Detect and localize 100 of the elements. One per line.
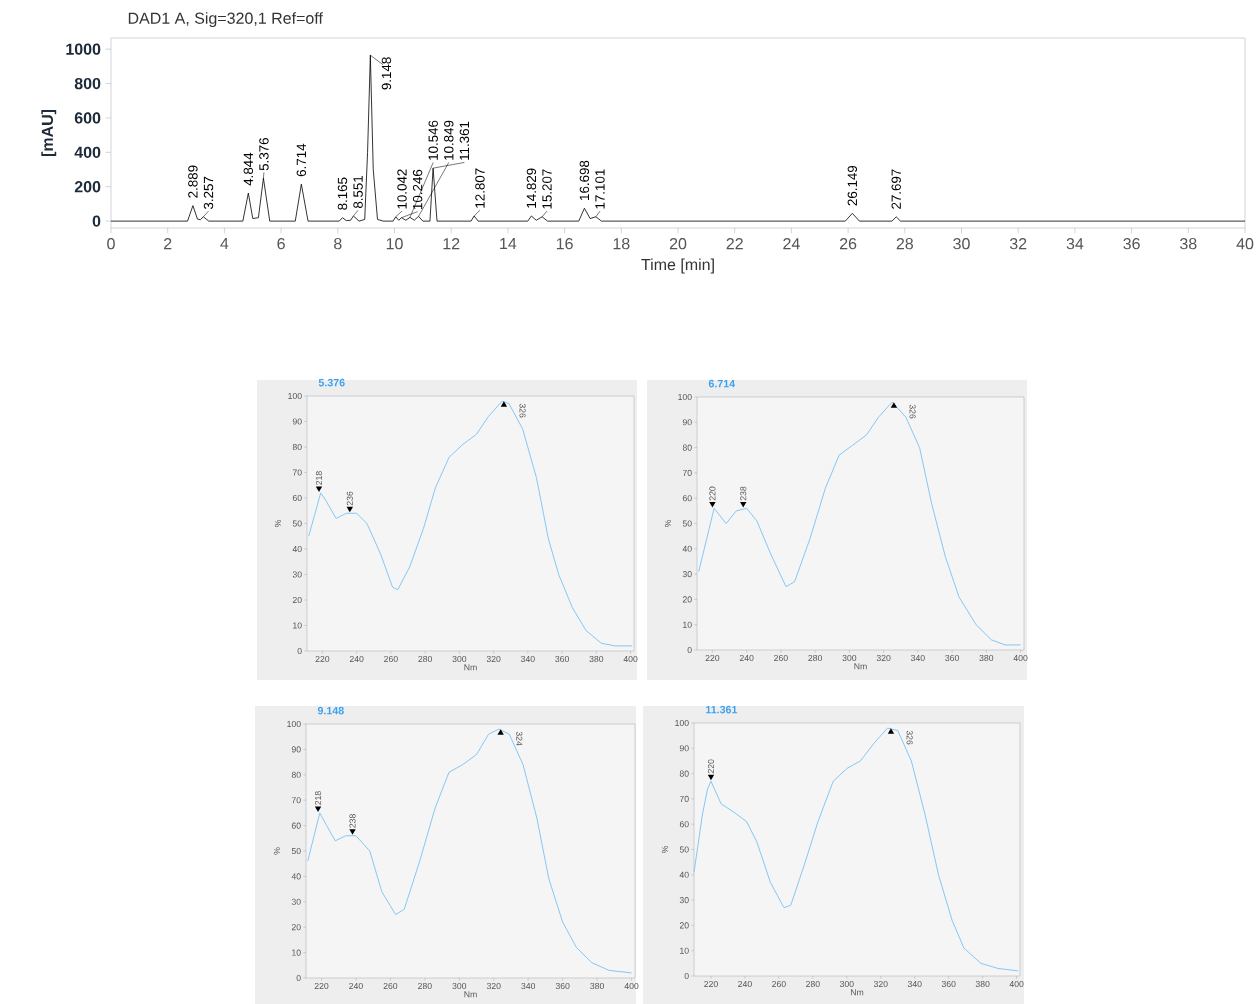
y-axis-title: % xyxy=(274,519,281,528)
annotation: 220 xyxy=(709,486,716,501)
x-tick-label: 34 xyxy=(1066,238,1084,250)
x-tick-label: 12 xyxy=(443,238,460,250)
y-tick-label: 90 xyxy=(291,746,301,753)
y-tick-label: 80 xyxy=(292,443,302,451)
y-tick-label: 50 xyxy=(682,520,692,527)
x-tick-label: 320 xyxy=(486,655,501,663)
y-tick-label: 0 xyxy=(92,215,101,227)
x-tick-label: 220 xyxy=(314,982,329,990)
x-tick-label: 300 xyxy=(842,654,857,662)
x-tick-label: 240 xyxy=(739,654,754,662)
x-tick-label: 18 xyxy=(613,238,630,250)
x-tick-label: 320 xyxy=(876,654,891,662)
y-tick-label: 20 xyxy=(682,596,692,603)
x-axis-title: Time [min] xyxy=(641,258,714,274)
x-axis-title: Nm xyxy=(464,664,477,671)
x-tick-label: 36 xyxy=(1123,238,1140,250)
annotation: 238 xyxy=(740,486,747,501)
x-tick-label: 4 xyxy=(220,238,229,250)
annotation: 324 xyxy=(516,731,523,746)
annotation: 10.042 xyxy=(397,169,407,209)
x-tick-label: 8 xyxy=(334,238,342,250)
x-tick-label: 300 xyxy=(839,980,854,988)
y-tick-label: 90 xyxy=(679,745,689,752)
annotation: 8.165 xyxy=(337,177,348,210)
annotation: 17.101 xyxy=(595,169,605,209)
x-tick-label: 280 xyxy=(806,980,820,988)
y-tick-label: 200 xyxy=(74,181,101,193)
annotation: 238 xyxy=(349,814,356,828)
annotation: 6.714 xyxy=(296,143,307,177)
x-tick-label: 320 xyxy=(486,982,501,990)
x-tick-label: 360 xyxy=(555,655,569,663)
x-tick-label: 400 xyxy=(624,982,639,990)
x-tick-label: 360 xyxy=(941,980,956,988)
annotation: 326 xyxy=(909,404,916,419)
x-axis-title: Nm xyxy=(464,991,477,998)
y-tick-label: 90 xyxy=(292,418,302,425)
annotation: 16.698 xyxy=(579,160,590,200)
y-tick-label: 90 xyxy=(682,419,692,426)
y-tick-label: 0 xyxy=(687,646,692,654)
y-tick-label: 1000 xyxy=(66,43,101,55)
y-tick-label: 100 xyxy=(287,720,301,728)
y-tick-label: 10 xyxy=(292,949,301,956)
y-tick-label: 50 xyxy=(292,520,302,527)
annotation: 8.551 xyxy=(353,175,363,209)
y-tick-label: 600 xyxy=(74,112,101,124)
x-tick-label: 240 xyxy=(349,982,363,990)
y-tick-label: 70 xyxy=(679,795,689,802)
y-tick-label: 30 xyxy=(682,571,692,578)
y-tick-label: 10 xyxy=(683,621,692,628)
x-tick-label: 360 xyxy=(555,982,570,990)
annotation: 220 xyxy=(707,759,715,774)
y-tick-label: 20 xyxy=(291,924,301,931)
x-tick-label: 340 xyxy=(907,980,922,988)
x-tick-label: 360 xyxy=(945,654,959,662)
y-tick-label: 80 xyxy=(679,770,689,777)
y-tick-label: 0 xyxy=(296,974,301,982)
x-tick-label: 280 xyxy=(418,655,433,663)
x-tick-label: 260 xyxy=(384,655,398,663)
y-tick-label: 50 xyxy=(679,846,689,853)
x-tick-label: 260 xyxy=(772,980,786,988)
x-tick-label: 22 xyxy=(726,238,743,250)
x-tick-label: 220 xyxy=(705,654,720,662)
annotation: 326 xyxy=(519,403,526,418)
y-tick-label: 0 xyxy=(684,972,689,980)
annotation: 218 xyxy=(315,791,322,805)
annotation: 3.257 xyxy=(203,176,214,210)
y-tick-label: 400 xyxy=(74,146,101,158)
y-tick-label: 70 xyxy=(291,797,301,804)
annotation: 236 xyxy=(346,491,353,506)
x-tick-label: 26 xyxy=(840,238,857,250)
x-tick-label: 240 xyxy=(349,655,364,663)
x-tick-label: 32 xyxy=(1009,238,1027,250)
chart-title: 5.376 xyxy=(318,378,345,387)
annotation: 10.849 xyxy=(444,120,454,160)
y-tick-label: 70 xyxy=(682,469,692,476)
y-tick-label: 80 xyxy=(291,771,301,778)
annotation: 4.844 xyxy=(243,152,254,186)
x-tick-label: 260 xyxy=(383,982,398,990)
y-tick-label: 60 xyxy=(291,822,301,829)
x-tick-label: 16 xyxy=(556,238,573,250)
x-tick-label: 30 xyxy=(953,238,970,250)
y-tick-label: 30 xyxy=(679,897,689,904)
annotation: 10.546 xyxy=(428,120,438,160)
x-tick-label: 380 xyxy=(979,654,994,662)
chart-title: 11.361 xyxy=(706,705,738,714)
x-tick-label: 260 xyxy=(774,654,788,662)
annotation: 10.246 xyxy=(412,169,423,210)
x-tick-label: 220 xyxy=(315,655,330,663)
y-axis-title: [mAU] xyxy=(41,109,57,157)
x-tick-label: 340 xyxy=(910,654,925,662)
y-tick-label: 60 xyxy=(679,821,689,828)
x-tick-label: 280 xyxy=(418,982,432,990)
y-tick-label: 80 xyxy=(682,444,692,451)
y-tick-label: 20 xyxy=(292,596,302,604)
x-tick-label: 280 xyxy=(808,654,823,662)
x-tick-label: 400 xyxy=(1009,980,1024,988)
x-tick-label: 38 xyxy=(1180,238,1197,250)
x-tick-label: 2 xyxy=(164,238,172,250)
